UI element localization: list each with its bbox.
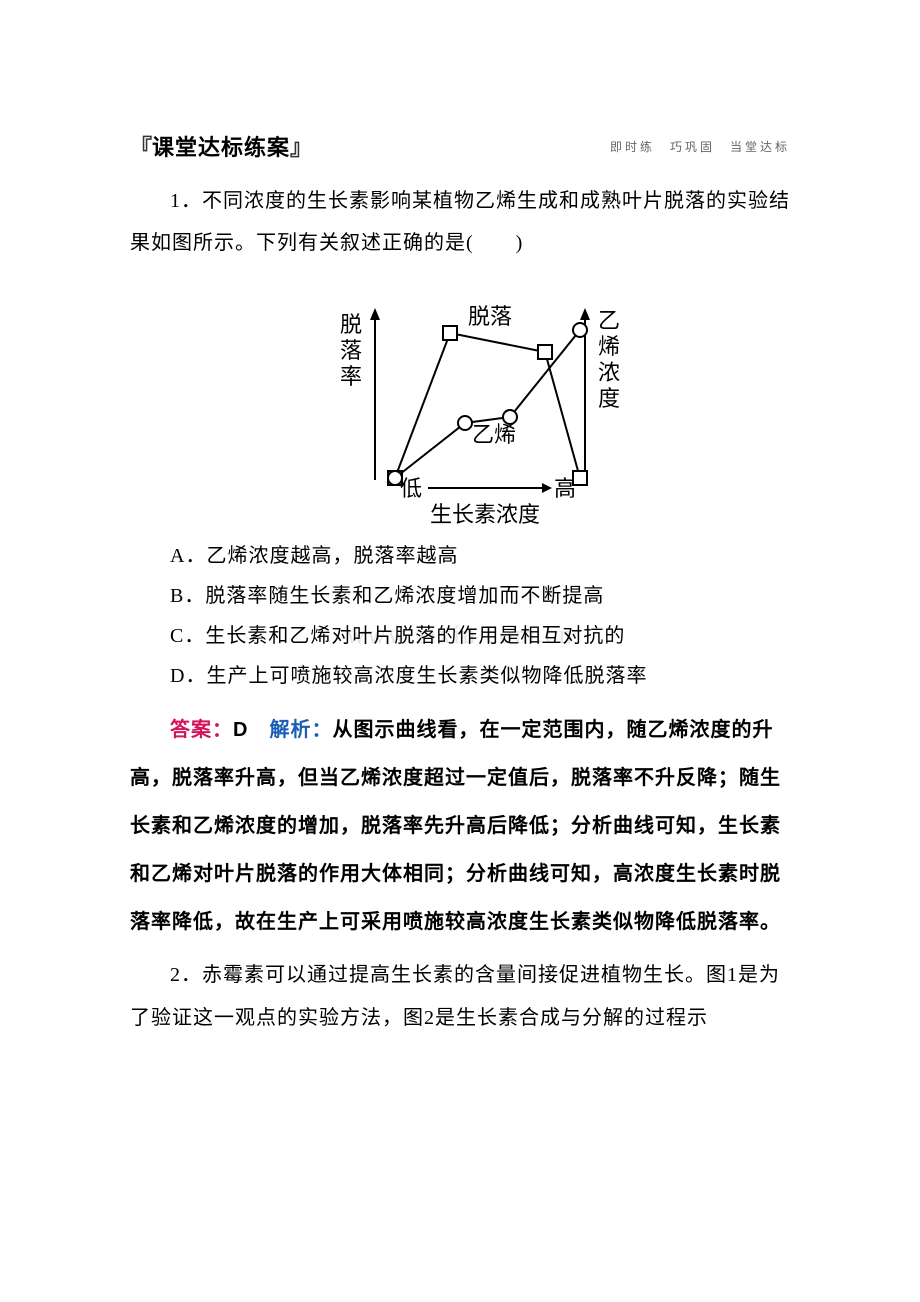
- svg-text:率: 率: [340, 364, 362, 389]
- option-c: C．生长素和乙烯对叶片脱落的作用是相互对抗的: [130, 616, 790, 656]
- answer-label: 答案：: [170, 719, 233, 741]
- svg-text:浓: 浓: [598, 360, 620, 385]
- option-d: D．生产上可喷施较高浓度生长素类似物降低脱落率: [130, 656, 790, 696]
- header-subtitle: 即时练 巧巩固 当堂达标: [610, 138, 790, 155]
- svg-text:度: 度: [598, 386, 620, 411]
- header-title: 课堂达标练案: [152, 130, 290, 162]
- explanation-text: 从图示曲线看，在一定范围内，随乙烯浓度的升高，脱落率升高，但当乙烯浓度超过一定值…: [130, 719, 781, 933]
- header-left: 『 课堂达标练案 』: [130, 130, 312, 162]
- svg-text:落: 落: [340, 338, 362, 363]
- bracket-right: 』: [290, 130, 312, 162]
- answer-letter: D: [233, 719, 248, 741]
- question-1-stem: 1．不同浓度的生长素影响某植物乙烯生成和成熟叶片脱落的实验结果如图所示。下列有关…: [130, 180, 790, 264]
- explanation-label: 解析：: [269, 719, 332, 741]
- svg-text:乙烯: 乙烯: [472, 422, 516, 447]
- svg-text:烯: 烯: [598, 334, 620, 359]
- option-b: B．脱落率随生长素和乙烯浓度增加而不断提高: [130, 576, 790, 616]
- option-a: A．乙烯浓度越高，脱落率越高: [130, 536, 790, 576]
- answer-block: 答案：D 解析：从图示曲线看，在一定范围内，随乙烯浓度的升高，脱落率升高，但当乙…: [130, 706, 790, 946]
- question-1-options: A．乙烯浓度越高，脱落率越高 B．脱落率随生长素和乙烯浓度增加而不断提高 C．生…: [130, 536, 790, 696]
- svg-text:低: 低: [400, 476, 422, 501]
- svg-text:乙: 乙: [598, 308, 620, 333]
- svg-text:脱: 脱: [340, 312, 362, 337]
- question-2-stem: 2．赤霉素可以通过提高生长素的含量间接促进植物生长。图1是为了验证这一观点的实验…: [130, 954, 790, 1040]
- line-chart: 脱落率乙烯浓度低高生长素浓度脱落乙烯: [300, 270, 620, 530]
- chart-container: 脱落率乙烯浓度低高生长素浓度脱落乙烯: [130, 270, 790, 530]
- bracket-left: 『: [130, 130, 152, 162]
- svg-text:脱落: 脱落: [468, 304, 512, 329]
- page-content: 『 课堂达标练案 』 即时练 巧巩固 当堂达标 1．不同浓度的生长素影响某植物乙…: [0, 0, 920, 1040]
- svg-text:生长素浓度: 生长素浓度: [430, 502, 540, 527]
- section-header: 『 课堂达标练案 』 即时练 巧巩固 当堂达标: [130, 130, 790, 162]
